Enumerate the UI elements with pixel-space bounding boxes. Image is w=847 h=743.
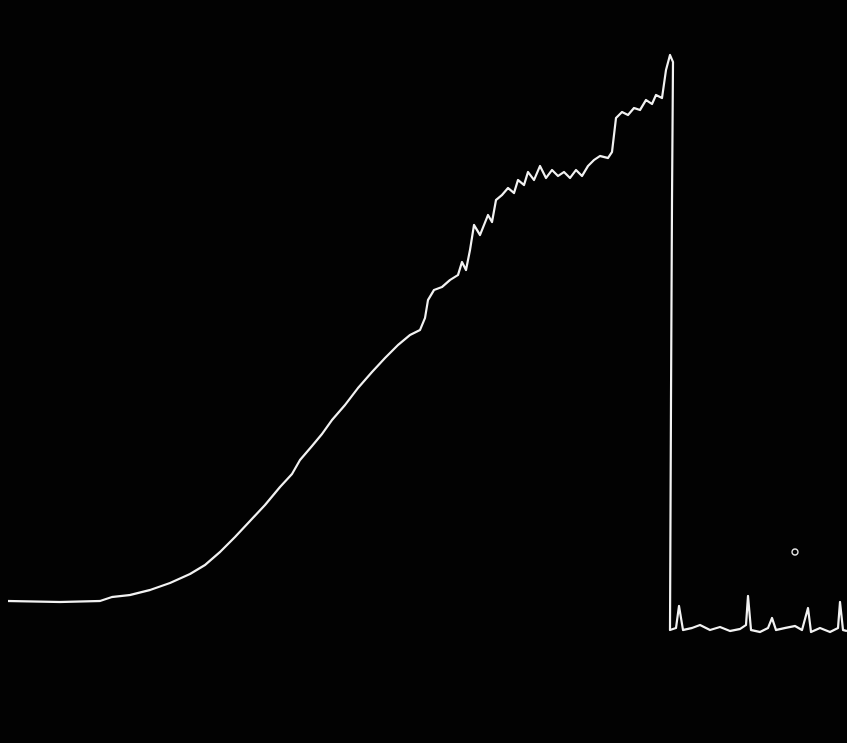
oscilloscope-photo <box>0 0 847 743</box>
screen-background <box>0 0 847 743</box>
page: {} <box>0 0 847 743</box>
